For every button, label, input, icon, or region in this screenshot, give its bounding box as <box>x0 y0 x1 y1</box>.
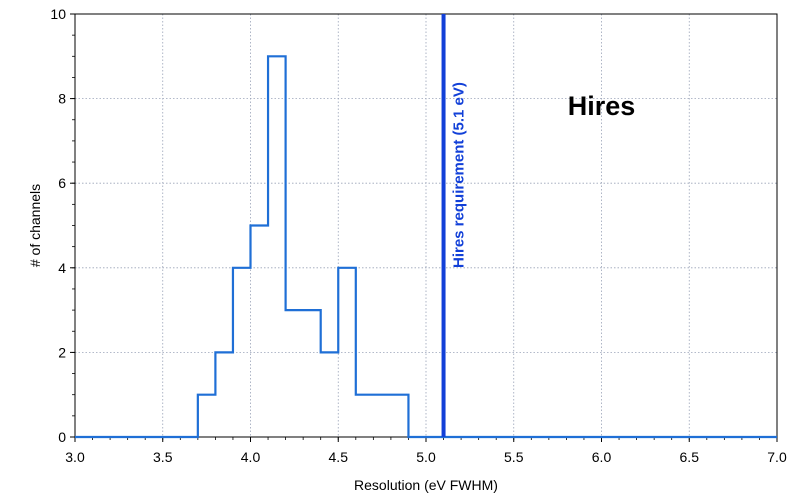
x-tick-label: 5.0 <box>416 449 436 465</box>
y-axis-title: # of channels <box>27 184 43 267</box>
y-tick-label: 2 <box>58 344 66 360</box>
y-tick-label: 6 <box>58 175 66 191</box>
y-axis: 0 2 4 6 8 10 <box>50 6 75 445</box>
x-tick-label: 6.0 <box>592 449 612 465</box>
y-tick-label: 0 <box>58 429 66 445</box>
y-tick-label: 4 <box>58 260 66 276</box>
x-tick-label: 6.5 <box>680 449 700 465</box>
x-tick-label: 3.5 <box>153 449 173 465</box>
x-tick-label: 4.5 <box>329 449 349 465</box>
grid-lines <box>75 14 777 437</box>
histogram-series-line <box>75 55 777 439</box>
panel-label: Hires <box>568 91 636 121</box>
y-tick-label: 8 <box>58 91 66 107</box>
x-tick-label: 3.0 <box>65 449 85 465</box>
x-tick-label: 4.0 <box>241 449 261 465</box>
reference-line-label: Hires requirement (5.1 eV) <box>451 82 468 268</box>
x-tick-label: 5.5 <box>504 449 524 465</box>
x-axis-title: Resolution (eV FWHM) <box>354 477 498 493</box>
x-tick-label: 7.0 <box>767 449 787 465</box>
x-axis: 3.0 3.5 4.0 4.5 5.0 5.5 6.0 6.5 7.0 <box>65 437 787 465</box>
y-tick-label: 10 <box>50 6 66 22</box>
